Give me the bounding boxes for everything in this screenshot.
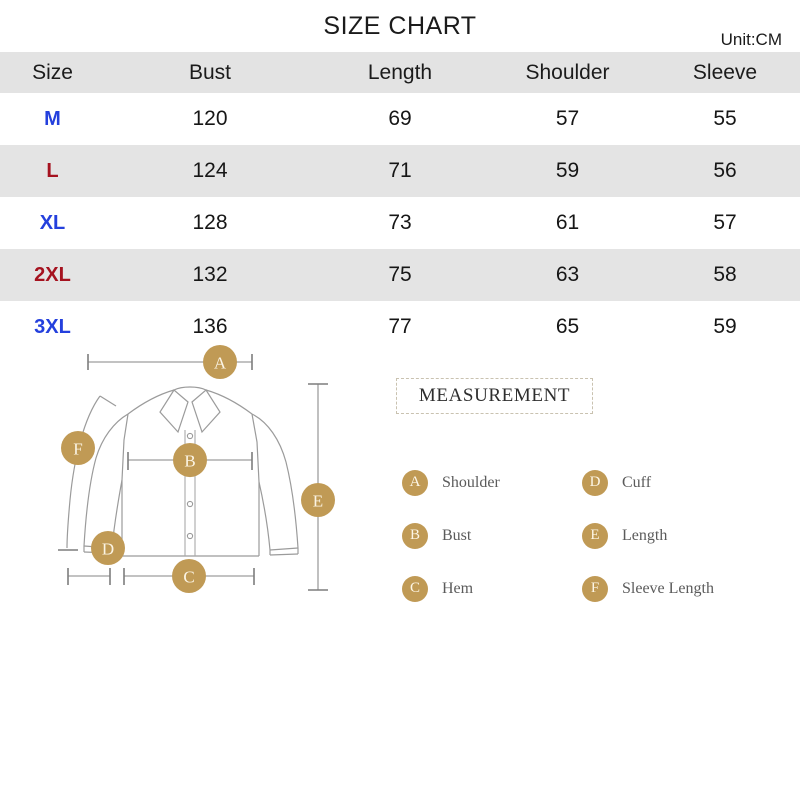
column-header-shoulder: Shoulder: [525, 60, 610, 84]
diagram-marker-c: C: [172, 559, 206, 593]
diagram-marker-d: D: [91, 531, 125, 565]
diagram-marker-a: A: [203, 345, 237, 379]
legend-label-d: Cuff: [622, 473, 652, 491]
page-title: SIZE CHART: [323, 12, 477, 40]
cell-size: XL: [39, 211, 66, 234]
legend-item-d: D Cuff: [582, 456, 714, 509]
cell-length: 73: [388, 211, 412, 234]
legend-column-right: D Cuff E Length F Sleeve Length: [582, 456, 714, 615]
legend-column-left: A Shoulder B Bust C Hem: [402, 456, 500, 615]
column-header-sleeve: Sleeve: [692, 60, 758, 84]
column-header-size: Size: [32, 60, 73, 84]
diagram-marker-b-letter: B: [184, 452, 195, 471]
legend-badge-f: F: [582, 575, 608, 602]
diagram-marker-e-letter: E: [313, 492, 323, 511]
cell-bust: 132: [192, 263, 228, 286]
legend-badge-c: C: [402, 575, 428, 602]
table-row: XL 128 73 61 57: [0, 197, 800, 249]
cell-shoulder: 59: [555, 159, 580, 182]
cell-size: 3XL: [34, 315, 71, 338]
diagram-marker-f: F: [61, 431, 95, 465]
cell-shoulder: 65: [555, 315, 580, 338]
cell-size: L: [46, 159, 59, 182]
shirt-illustration: A B C D E F: [58, 345, 335, 593]
cell-sleeve: 57: [713, 211, 737, 234]
legend-item-a: A Shoulder: [402, 456, 500, 509]
cell-bust: 136: [192, 315, 228, 338]
legend-badge-d: D: [582, 469, 608, 496]
diagram-marker-e: E: [301, 483, 335, 517]
diagram-marker-f-letter: F: [73, 440, 82, 459]
legend-item-f: F Sleeve Length: [582, 562, 714, 615]
legend-label-a: Shoulder: [442, 473, 500, 491]
measurement-title: MEASUREMENT: [418, 385, 571, 406]
unit-label: Unit:CM: [720, 30, 782, 49]
cell-bust: 120: [192, 107, 228, 130]
legend-item-c: C Hem: [402, 562, 500, 615]
cell-sleeve: 55: [713, 107, 737, 130]
legend-label-f: Sleeve Length: [622, 579, 714, 597]
legend-item-e: E Length: [582, 509, 714, 562]
table-row: M 120 69 57 55: [0, 93, 800, 145]
legend-badge-b: B: [402, 522, 428, 549]
diagram-marker-d-letter: D: [102, 540, 114, 559]
cell-bust: 128: [192, 211, 228, 234]
legend-label-b: Bust: [442, 526, 472, 544]
legend-badge-a: A: [402, 469, 428, 496]
legend-label-c: Hem: [442, 579, 474, 597]
diagram-marker-b: B: [173, 443, 207, 477]
diagram-marker-c-letter: C: [183, 568, 194, 587]
legend-badge-e: E: [582, 522, 608, 549]
cell-length: 75: [388, 263, 412, 286]
table-row: 2XL 132 75 63 58: [0, 249, 800, 301]
legend-label-e: Length: [622, 526, 668, 544]
table-header-row: Size Bust Length Shoulder Sleeve: [0, 52, 800, 93]
measurement-title-box: MEASUREMENT: [396, 378, 593, 414]
garment-diagram: A B C D E F: [0, 340, 800, 640]
cell-size: 2XL: [34, 263, 71, 286]
size-chart-table: Size Bust Length Shoulder Sleeve M 120 69 5…: [0, 52, 800, 353]
cell-shoulder: 61: [555, 211, 580, 234]
cell-shoulder: 57: [555, 107, 580, 130]
cell-sleeve: 58: [713, 263, 737, 286]
table-row: 3XL 136 77 65 59: [0, 301, 800, 353]
cell-length: 77: [388, 315, 412, 338]
measurement-legend: MEASUREMENT A Shoulder B Bust C Hem D Cuff E Len…: [396, 378, 756, 602]
cell-length: 69: [388, 107, 412, 130]
cell-sleeve: 59: [713, 315, 737, 338]
cell-length: 71: [388, 159, 412, 182]
column-header-length: Length: [367, 60, 433, 84]
cell-shoulder: 63: [555, 263, 580, 286]
diagram-marker-a-letter: A: [214, 354, 227, 373]
legend-item-b: B Bust: [402, 509, 500, 562]
cell-sleeve: 56: [713, 159, 737, 182]
cell-size: M: [44, 107, 61, 130]
cell-bust: 124: [192, 159, 228, 182]
table-row: L 124 71 59 56: [0, 145, 800, 197]
column-header-bust: Bust: [188, 60, 232, 84]
